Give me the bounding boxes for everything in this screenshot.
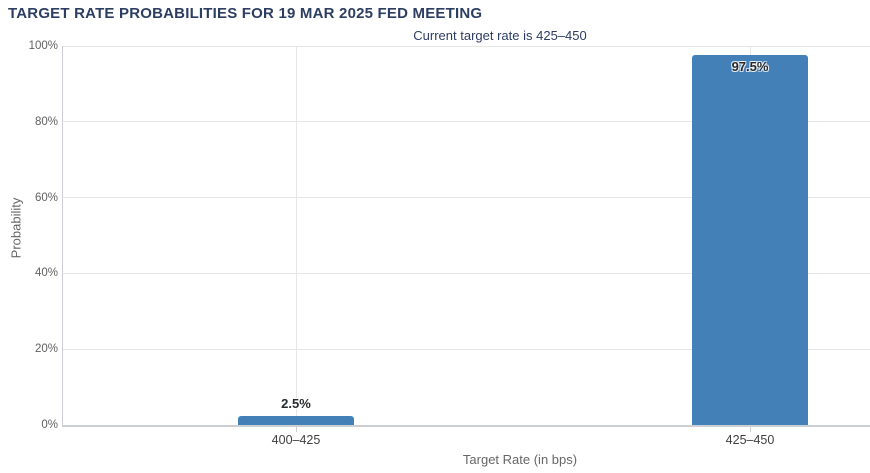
chart-title: TARGET RATE PROBABILITIES FOR 19 MAR 202… — [8, 5, 483, 22]
y-tick-label: 0% — [41, 419, 58, 431]
bar-value-label: 97.5% — [731, 59, 769, 75]
h-gridline — [62, 272, 870, 274]
h-gridline — [62, 45, 870, 47]
x-axis-line — [62, 425, 870, 427]
bar-400–425[interactable] — [238, 415, 354, 425]
y-tick-label: 20% — [34, 343, 58, 356]
h-gridline — [62, 197, 870, 199]
plot-area: 2.5% 97.5% — [62, 45, 870, 425]
x-tick-mark — [750, 425, 751, 432]
bar-value-label: 2.5% — [281, 395, 311, 411]
v-gridline — [295, 46, 297, 425]
h-gridline — [62, 348, 870, 350]
x-tick-label: 425–450 — [725, 433, 775, 447]
y-axis-line — [62, 46, 63, 425]
y-tick-label: 100% — [28, 40, 58, 52]
x-tick-mark — [296, 425, 297, 432]
y-axis-title: Probability — [8, 197, 24, 259]
x-axis-title: Target Rate (in bps) — [462, 452, 578, 467]
y-tick-label: 40% — [34, 267, 58, 280]
y-tick-label: 60% — [34, 191, 58, 204]
y-tick-label: 80% — [34, 115, 58, 128]
chart-subtitle: Current target rate is 425–450 — [413, 28, 587, 43]
h-gridline — [62, 121, 870, 123]
x-tick-label: 400–425 — [271, 433, 321, 447]
bar-425–450[interactable] — [692, 55, 808, 425]
